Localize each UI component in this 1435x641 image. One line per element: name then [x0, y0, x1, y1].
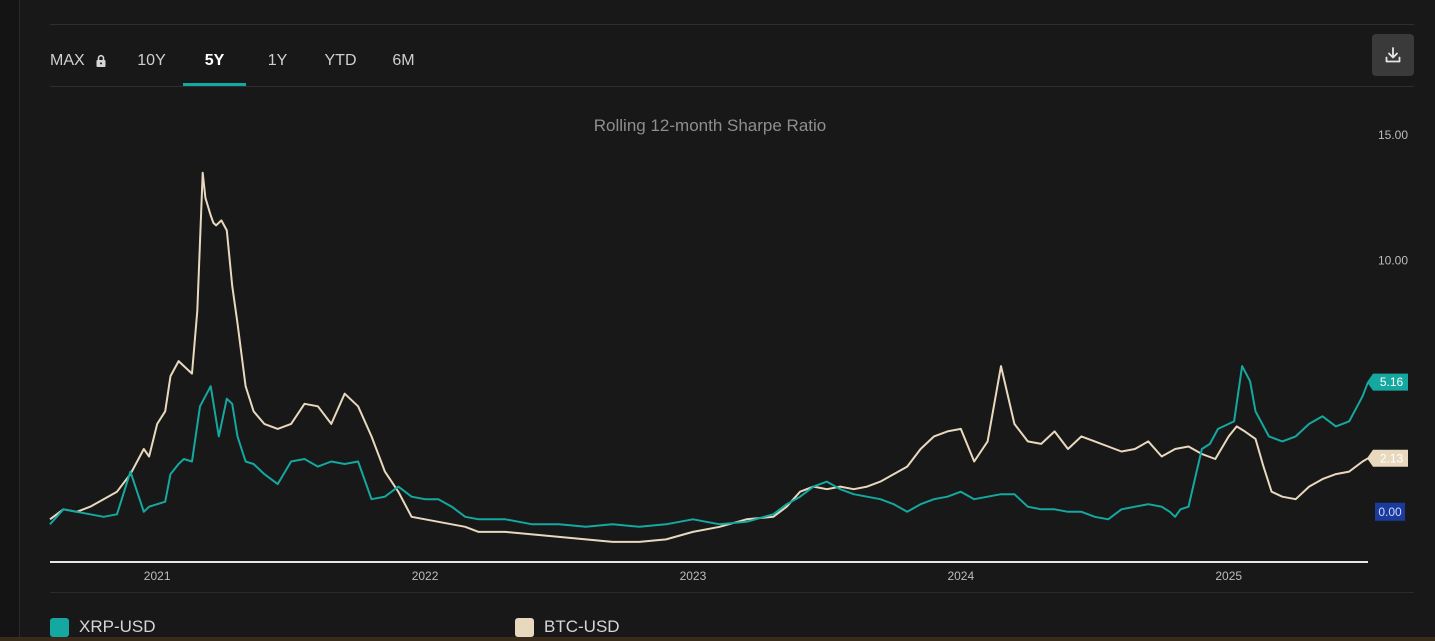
tab-ytd[interactable]: YTD [309, 36, 372, 86]
chart-title: Rolling 12-month Sharpe Ratio [593, 116, 827, 135]
tab-1y[interactable]: 1Y [246, 36, 309, 86]
download-icon [1385, 47, 1401, 63]
tab-5y[interactable]: 5Y [183, 36, 246, 86]
y-tick-label-0: 15.00 [1378, 128, 1408, 142]
toolbar-divider [50, 86, 1414, 87]
tab-10y-label: 10Y [137, 52, 166, 69]
bottom-strip [0, 637, 1435, 641]
left-rail [0, 0, 20, 641]
y-tick-label-1: 10.00 [1378, 254, 1408, 268]
download-button[interactable] [1372, 34, 1414, 76]
x-tick-label-2025: 2025 [1215, 569, 1242, 583]
tab-1y-label: 1Y [267, 52, 288, 69]
x-tick-label-2022: 2022 [412, 569, 439, 583]
tab-ytd-label: YTD [324, 52, 357, 69]
badge-value-xrp: 5.16 [1380, 375, 1404, 389]
legend-label-xrp: XRP-USD [79, 617, 156, 636]
series-line-xrp [49, 365, 1369, 528]
badge-bg-xrp [1367, 373, 1408, 391]
legend-item-xrp[interactable]: XRP-USD [50, 617, 156, 637]
legend-divider [50, 592, 1414, 593]
badge-value-zero: 0.00 [1378, 505, 1402, 519]
chart-legend: XRP-USD BTC-USD [50, 615, 1414, 641]
x-tick-label-2021: 2021 [144, 569, 171, 583]
top-divider [50, 24, 1414, 25]
tab-max-label: MAX [50, 52, 85, 69]
legend-label-btc: BTC-USD [544, 617, 620, 636]
lock-icon [96, 54, 106, 67]
tab-6m[interactable]: 6M [372, 36, 435, 86]
x-tick-label-2023: 2023 [680, 569, 707, 583]
tab-max[interactable]: MAX [50, 36, 120, 86]
legend-swatch-xrp [50, 617, 69, 637]
badge-bg-btc [1367, 449, 1408, 467]
legend-item-btc[interactable]: BTC-USD [515, 617, 620, 637]
x-tick-label-2024: 2024 [947, 569, 974, 583]
tab-5y-label: 5Y [204, 52, 225, 69]
series-line-btc [49, 171, 1369, 543]
badge-value-btc: 2.13 [1380, 451, 1404, 465]
tab-10y[interactable]: 10Y [120, 36, 183, 86]
legend-swatch-btc [515, 617, 534, 637]
tab-6m-label: 6M [392, 52, 415, 69]
time-range-tabs: MAX 10Y 5Y 1Y YTD 6M [50, 36, 435, 86]
badge-bg-zero [1375, 502, 1405, 521]
